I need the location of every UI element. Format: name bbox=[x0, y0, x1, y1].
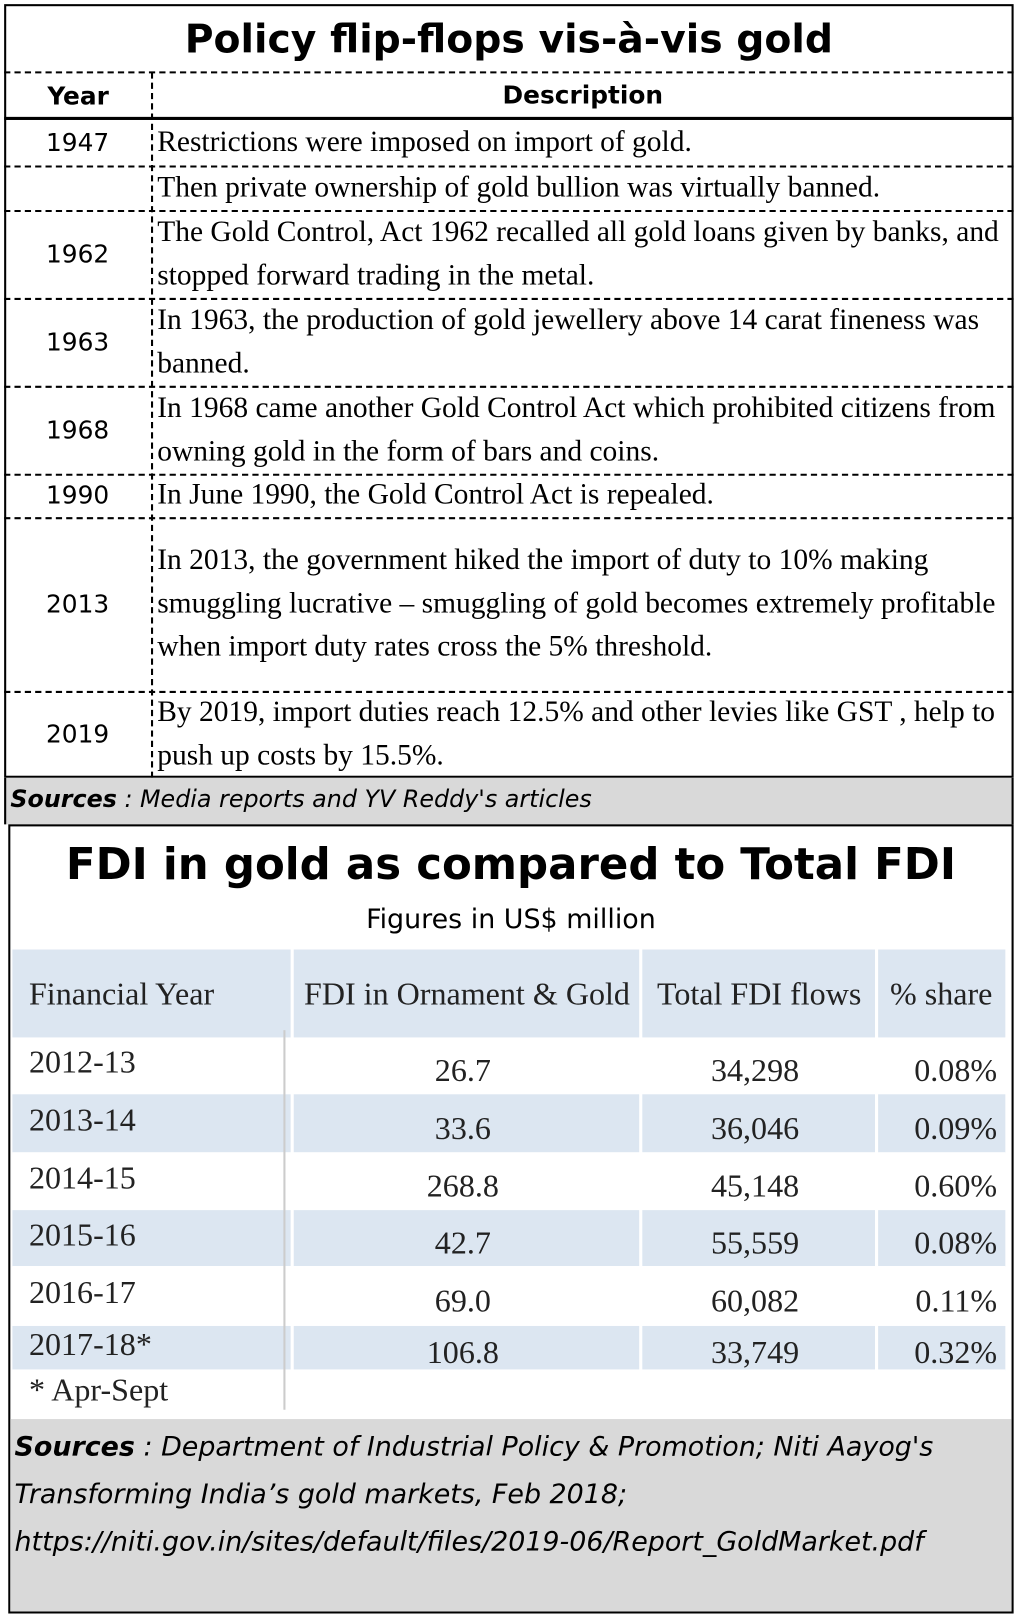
sources-text: : Department of Industrial Policy & Prom… bbox=[14, 1431, 934, 1558]
data-cell: 2016-17 bbox=[28, 1273, 136, 1310]
data-cell: 33,749 bbox=[710, 1333, 800, 1370]
header-cell: Total FDI flows bbox=[656, 975, 862, 1012]
column-rule bbox=[639, 949, 643, 1410]
data-cell: 36,046 bbox=[710, 1109, 800, 1146]
fdi-sources: Sources : Department of Industrial Polic… bbox=[10, 1419, 1012, 1612]
year-cell: 1990 bbox=[45, 480, 110, 510]
year-cell: 1962 bbox=[45, 239, 110, 269]
data-cell: 0.60% bbox=[914, 1167, 998, 1204]
rule bbox=[4, 297, 1014, 300]
data-cell: 0.32% bbox=[914, 1333, 998, 1370]
data-cell: 42.7 bbox=[434, 1224, 491, 1261]
rule bbox=[4, 71, 1014, 74]
footnote: * Apr-Sept bbox=[28, 1371, 169, 1408]
row-rule bbox=[12, 1093, 1006, 1096]
data-cell: 45,148 bbox=[710, 1167, 800, 1204]
policy-sources: Sources : Media reports and YV Reddy's a… bbox=[4, 777, 1014, 825]
description-cell: In 1968 came another Gold Control Act wh… bbox=[157, 391, 996, 467]
data-cell: 2015-16 bbox=[28, 1215, 136, 1253]
fdi-border bbox=[8, 824, 1014, 1614]
description-cell: The Gold Control, Act 1962 recalled all … bbox=[157, 215, 999, 292]
data-cell: 26.7 bbox=[434, 1051, 491, 1088]
header-bg bbox=[12, 949, 1006, 1038]
description-cell: Then private ownership of gold bullion w… bbox=[157, 171, 881, 204]
sources-text: : Media reports and YV Reddy's articles bbox=[124, 786, 592, 813]
sources-label: Sources bbox=[14, 1431, 135, 1463]
row-bg bbox=[12, 1094, 1006, 1154]
rule bbox=[4, 385, 1014, 388]
header-cell: % share bbox=[890, 975, 993, 1012]
fdi-title: FDI in gold as compared to Total FDI bbox=[65, 838, 957, 889]
data-cell: 2014-15 bbox=[28, 1158, 136, 1196]
data-cell: 60,082 bbox=[710, 1282, 800, 1319]
data-cell: 69.0 bbox=[434, 1282, 491, 1319]
data-cell: 2017-18* bbox=[28, 1325, 152, 1362]
data-cell: 34,298 bbox=[710, 1051, 800, 1088]
row-rule bbox=[12, 1369, 1006, 1372]
year-cell: 1968 bbox=[45, 415, 110, 445]
data-cell: 268.8 bbox=[426, 1167, 499, 1204]
description-cell: Restrictions were imposed on import of g… bbox=[157, 126, 692, 159]
row-bg bbox=[12, 1210, 1006, 1268]
year-cell: 2013 bbox=[45, 589, 110, 619]
header-rule bbox=[4, 116, 1014, 120]
year-cell: 1947 bbox=[45, 128, 110, 158]
year-cell: 1963 bbox=[45, 327, 110, 357]
row-bg bbox=[12, 1325, 1006, 1371]
description-cell: In June 1990, the Gold Control Act is re… bbox=[157, 478, 714, 511]
row-rule bbox=[12, 1152, 1006, 1155]
column-rule bbox=[283, 1030, 286, 1410]
data-cell: 2012-13 bbox=[28, 1043, 136, 1080]
description-cell: In 1963, the production of gold jeweller… bbox=[157, 303, 980, 380]
header-cell: Financial Year bbox=[28, 975, 215, 1012]
column-rule bbox=[875, 949, 879, 1410]
rule bbox=[4, 209, 1014, 213]
rule bbox=[4, 690, 1014, 693]
sources-label: Sources bbox=[10, 786, 117, 813]
policy-title: Policy flip-flops vis-à-vis gold bbox=[184, 16, 834, 63]
fdi-subtitle: Figures in US$ million bbox=[366, 903, 656, 936]
row-rule bbox=[12, 1265, 1006, 1269]
data-cell: 0.11% bbox=[915, 1282, 998, 1319]
year-cell: 2019 bbox=[45, 719, 110, 749]
description-cell: By 2019, import duties reach 12.5% and o… bbox=[157, 696, 995, 772]
description-cell: In 2013, the government hiked the import… bbox=[157, 544, 996, 663]
data-cell: 106.8 bbox=[426, 1333, 499, 1370]
header-description: Description bbox=[502, 80, 664, 110]
data-cell: 55,559 bbox=[710, 1224, 800, 1261]
data-cell: 33.6 bbox=[434, 1109, 491, 1146]
rule bbox=[4, 517, 1014, 520]
header-cell: FDI in Ornament & Gold bbox=[304, 975, 630, 1012]
data-cell: 0.09% bbox=[914, 1109, 998, 1146]
rule bbox=[4, 473, 1014, 476]
data-cell: 2013-14 bbox=[28, 1101, 136, 1138]
column-rule bbox=[151, 72, 154, 778]
rule bbox=[4, 165, 1014, 168]
data-cell: 0.08% bbox=[914, 1051, 998, 1088]
data-cell: 0.08% bbox=[914, 1224, 998, 1261]
column-rule bbox=[290, 949, 294, 1410]
header-year: Year bbox=[47, 81, 109, 111]
policy-table-border bbox=[4, 4, 1014, 778]
